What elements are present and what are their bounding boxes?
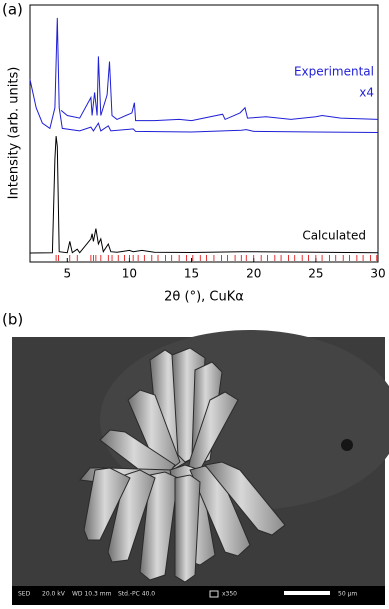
plot-frame (29, 4, 379, 263)
x-tick-label: 5 (63, 267, 71, 281)
footer-text: WD 10.3 mm (72, 591, 112, 598)
footer-text: 20.0 kV (42, 591, 66, 598)
footer-text: Std.-PC 40.0 (118, 591, 155, 598)
plot: 5 10 15 20 25 30 Experimental x4 Calculated (29, 17, 386, 281)
x-axis-label: 2θ (°), CuKα (164, 290, 244, 305)
series-line (29, 136, 379, 254)
camera-icon (209, 590, 219, 598)
x-tick-label: 30 (370, 267, 385, 281)
sem-pore (341, 439, 353, 451)
sem-footer: SED 20.0 kV WD 10.3 mm Std.-PC 40.0 x350 50 µ… (18, 591, 357, 598)
panel-label: (a) (2, 1, 23, 19)
series-label: Calculated (302, 229, 366, 243)
crystal-cluster (79, 347, 286, 583)
footer-text: SED (18, 591, 31, 598)
sem-image: SED 20.0 kV WD 10.3 mm Std.-PC 40.0 x350 50 µ… (12, 330, 389, 605)
x-tick-label: 25 (308, 267, 323, 281)
x-tick-label: 15 (184, 267, 199, 281)
x-tick-label: 20 (246, 267, 261, 281)
series-label: x4 (359, 86, 374, 100)
panel-label: (b) (2, 311, 23, 329)
footer-text: x350 (222, 591, 237, 598)
footer-text: 50 µm (338, 591, 357, 598)
sem-footer-bar (12, 586, 385, 605)
x-tick-label: 10 (122, 267, 137, 281)
series-line (60, 56, 379, 122)
y-axis-label: Intensity (arb. units) (7, 67, 22, 200)
series-label: Experimental (294, 65, 374, 79)
series-line (29, 17, 379, 133)
